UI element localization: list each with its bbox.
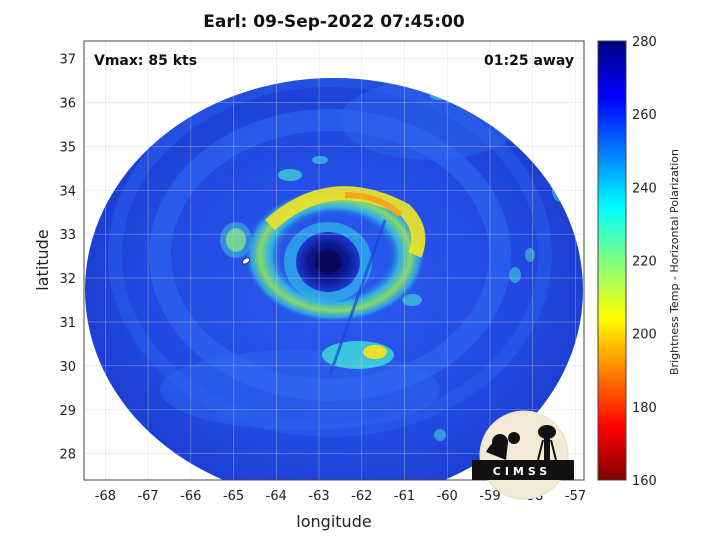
x-tick-label: -60 (437, 489, 458, 504)
y-axis: 28 29 30 31 32 33 34 35 36 37 (59, 53, 76, 463)
y-tick-label: 28 (59, 448, 76, 463)
vmax-label: Vmax: 85 kts (94, 53, 198, 69)
cimss-logo: CIMSS (472, 410, 574, 500)
x-tick-label: -68 (95, 489, 116, 504)
colorbar-gradient (597, 40, 627, 481)
colorbar-tick-label: 200 (632, 328, 657, 343)
x-tick-label: -67 (137, 489, 158, 504)
colorbar-tick-label: 180 (632, 401, 657, 416)
logo-text: CIMSS (493, 465, 551, 478)
y-tick-label: 30 (59, 360, 76, 375)
x-tick-label: -65 (223, 489, 244, 504)
colorbar-tick-label: 220 (632, 255, 657, 270)
x-axis-title: longitude (296, 512, 371, 531)
time-offset-label: 01:25 away (484, 53, 574, 69)
x-tick-label: -63 (308, 489, 329, 504)
colorbar-tick-label: 240 (632, 181, 657, 196)
y-tick-label: 37 (59, 53, 76, 68)
colorbar-ticks: 160 180 200 220 240 260 280 (632, 35, 657, 489)
colorbar-tick-label: 160 (632, 474, 657, 489)
y-tick-label: 35 (59, 140, 76, 155)
x-tick-label: -57 (565, 489, 586, 504)
x-tick-label: -59 (479, 489, 500, 504)
y-tick-label: 36 (59, 97, 76, 112)
y-tick-label: 34 (59, 184, 76, 199)
x-tick-label: -64 (266, 489, 287, 504)
x-tick-label: -62 (351, 489, 372, 504)
y-axis-title: latitude (33, 229, 52, 290)
chart-title: Earl: 09-Sep-2022 07:45:00 (203, 12, 465, 32)
y-tick-label: 29 (59, 404, 76, 419)
y-tick-label: 32 (59, 272, 76, 287)
gridlines (84, 41, 584, 480)
y-tick-label: 31 (59, 316, 76, 331)
colorbar-tick-label: 280 (632, 35, 657, 50)
colorbar-title: Brightness Temp - Horizontal Polarizatio… (668, 149, 681, 375)
colorbar-tick-label: 260 (632, 108, 657, 123)
storm-marker (242, 257, 250, 265)
x-axis: -68 -67 -66 -65 -64 -63 -62 -61 -60 -59 … (95, 489, 586, 504)
colorbar: 160 180 200 220 240 260 280 Brightness T… (597, 35, 681, 489)
plot-frame (83, 40, 585, 481)
x-tick-label: -61 (394, 489, 415, 504)
x-tick-label: -66 (180, 489, 201, 504)
y-tick-label: 33 (59, 228, 76, 243)
